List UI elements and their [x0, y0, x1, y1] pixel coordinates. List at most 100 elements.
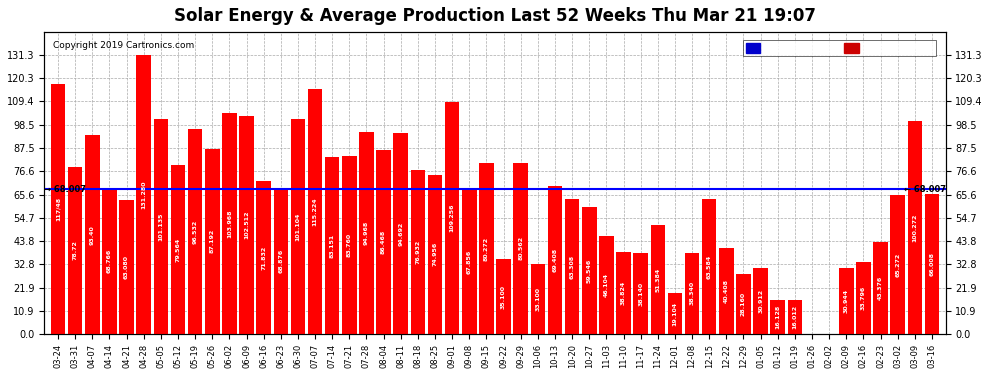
Bar: [925, 194, 940, 334]
Text: 30.912: 30.912: [758, 289, 763, 313]
Bar: [376, 150, 391, 334]
Bar: [85, 135, 100, 334]
Text: 100.272: 100.272: [913, 213, 918, 242]
Text: 19.104: 19.104: [672, 302, 677, 326]
Text: 38.340: 38.340: [690, 281, 695, 305]
Text: 35.100: 35.100: [501, 285, 506, 309]
Bar: [514, 163, 528, 334]
Text: 86.468: 86.468: [381, 230, 386, 254]
Bar: [890, 195, 905, 334]
Text: 96.532: 96.532: [193, 219, 198, 243]
Text: 65.272: 65.272: [895, 252, 900, 277]
Text: 83.151: 83.151: [330, 234, 335, 258]
Text: 66.008: 66.008: [930, 252, 935, 276]
Bar: [788, 300, 802, 334]
Bar: [753, 268, 768, 334]
Text: 68.766: 68.766: [107, 249, 112, 273]
Text: ← 68.007: ← 68.007: [904, 185, 945, 194]
Bar: [667, 294, 682, 334]
Bar: [479, 164, 494, 334]
Bar: [188, 129, 202, 334]
Text: 74.956: 74.956: [433, 242, 438, 267]
Bar: [873, 242, 888, 334]
Bar: [205, 148, 220, 334]
Text: 16.012: 16.012: [792, 305, 797, 329]
Text: 94.692: 94.692: [398, 221, 403, 246]
Text: 94.968: 94.968: [364, 221, 369, 245]
Text: 46.104: 46.104: [604, 273, 609, 297]
Bar: [291, 119, 305, 334]
Legend: Average  (kWh), Weekly  (kWh): Average (kWh), Weekly (kWh): [742, 40, 937, 56]
Bar: [770, 300, 785, 334]
Bar: [616, 252, 631, 334]
Bar: [445, 102, 459, 334]
Text: 80.562: 80.562: [518, 236, 523, 261]
Bar: [256, 181, 271, 334]
Text: 33.100: 33.100: [536, 287, 541, 311]
Bar: [222, 113, 237, 334]
Bar: [582, 207, 597, 334]
Bar: [462, 190, 476, 334]
Text: 87.192: 87.192: [210, 229, 215, 254]
Text: 63.308: 63.308: [569, 255, 574, 279]
Text: 117/48: 117/48: [55, 197, 60, 221]
Text: 101.135: 101.135: [158, 212, 163, 241]
Text: 59.546: 59.546: [587, 259, 592, 283]
Text: 71.832: 71.832: [261, 246, 266, 270]
Text: 43.376: 43.376: [878, 276, 883, 300]
Text: 103.968: 103.968: [227, 209, 232, 238]
Bar: [908, 121, 922, 334]
Bar: [428, 175, 443, 334]
Text: 78.72: 78.72: [72, 240, 77, 260]
Text: 38.824: 38.824: [621, 280, 626, 305]
Text: 69.408: 69.408: [552, 248, 557, 272]
Bar: [702, 199, 717, 334]
Text: 63.080: 63.080: [124, 255, 129, 279]
Text: 67.856: 67.856: [467, 250, 472, 274]
Text: 38.140: 38.140: [639, 282, 644, 306]
Bar: [50, 84, 65, 334]
Text: 93.40: 93.40: [90, 225, 95, 245]
Bar: [359, 132, 374, 334]
Text: 76.932: 76.932: [416, 240, 421, 264]
Bar: [565, 200, 579, 334]
Text: 101.104: 101.104: [295, 212, 300, 241]
Title: Solar Energy & Average Production Last 52 Weeks Thu Mar 21 19:07: Solar Energy & Average Production Last 5…: [174, 7, 816, 25]
Bar: [240, 116, 253, 334]
Bar: [325, 157, 340, 334]
Text: 131.280: 131.280: [142, 180, 147, 209]
Bar: [737, 274, 750, 334]
Text: → 68.007: → 68.007: [45, 185, 86, 194]
Bar: [547, 186, 562, 334]
Bar: [685, 252, 699, 334]
Text: 102.512: 102.512: [244, 211, 249, 239]
Bar: [102, 188, 117, 334]
Bar: [719, 248, 734, 334]
Bar: [119, 200, 134, 334]
Text: 28.160: 28.160: [741, 292, 746, 316]
Text: 115.224: 115.224: [313, 197, 318, 226]
Bar: [153, 119, 168, 334]
Text: 51.384: 51.384: [655, 267, 660, 292]
Text: 63.584: 63.584: [707, 254, 712, 279]
Bar: [599, 236, 614, 334]
Bar: [308, 89, 323, 334]
Bar: [170, 165, 185, 334]
Text: 79.564: 79.564: [175, 237, 180, 262]
Text: 80.272: 80.272: [484, 237, 489, 261]
Bar: [343, 156, 356, 334]
Bar: [531, 264, 545, 334]
Bar: [393, 133, 408, 334]
Bar: [68, 166, 82, 334]
Text: 83.760: 83.760: [346, 233, 351, 257]
Text: Copyright 2019 Cartronics.com: Copyright 2019 Cartronics.com: [53, 41, 195, 50]
Bar: [273, 188, 288, 334]
Bar: [840, 268, 853, 334]
Text: 30.944: 30.944: [843, 289, 848, 313]
Bar: [650, 225, 665, 334]
Bar: [496, 260, 511, 334]
Text: 68.876: 68.876: [278, 249, 283, 273]
Bar: [856, 262, 871, 334]
Text: 33.796: 33.796: [861, 286, 866, 310]
Bar: [634, 253, 647, 334]
